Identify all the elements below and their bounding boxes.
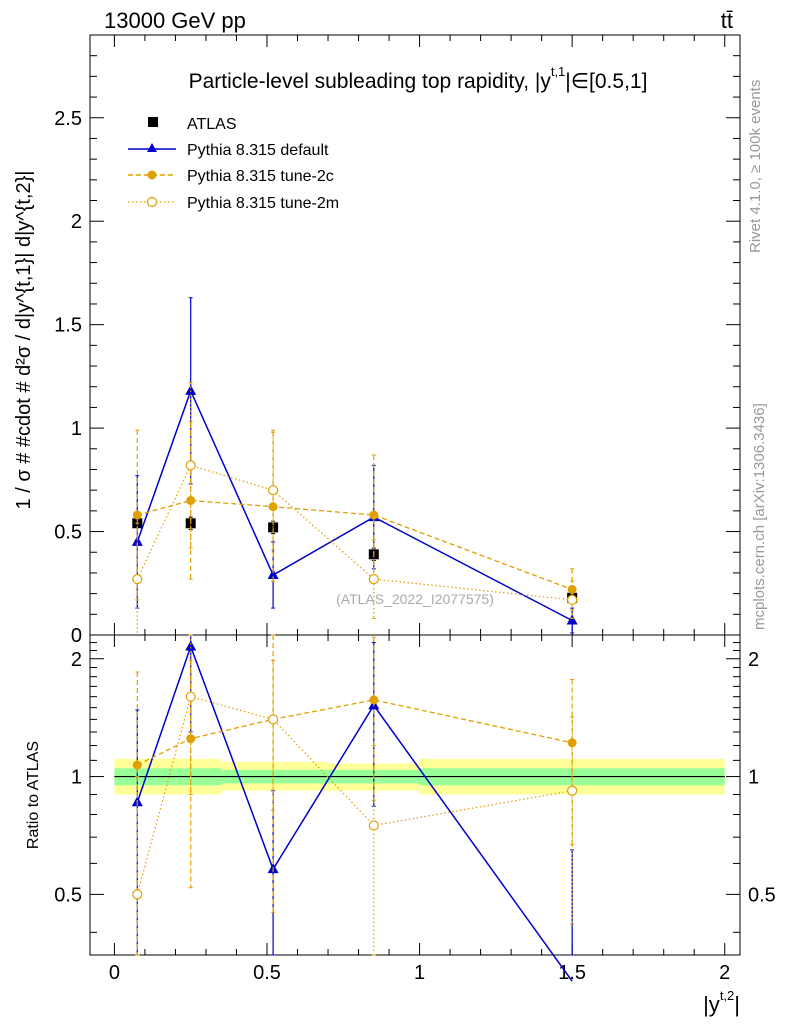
legend-atlas-label: ATLAS [187, 116, 237, 133]
data-point-default [185, 640, 197, 651]
mcplots-label: mcplots.cern.ch [arXiv:1306.3436] [751, 403, 768, 630]
legend-atlas-marker [148, 117, 158, 127]
series-line-pythia-8-315-default [136, 388, 573, 622]
ratio-y-tick-label-right: 0.5 [748, 884, 776, 906]
ratio-series [131, 634, 578, 982]
analysis-watermark: (ATLAS_2022_I2077575) [336, 591, 494, 607]
main-title-tail: |∈[0.5,1] [565, 70, 647, 93]
series-pythia-8-315-tune-2c [132, 634, 577, 956]
series-line-pythia-8-315-tune-2c [137, 499, 573, 591]
ratio-frame [89, 634, 741, 956]
series-pythia-8-315-default [131, 634, 575, 982]
data-point-tune2c [132, 510, 142, 520]
series-pythia-8-315-tune-2m [132, 382, 578, 636]
main-title-main: Particle-level subleading top rapidity, … [189, 70, 552, 93]
ratio-y-tick-label: 0.5 [54, 884, 82, 906]
data-point-tune2c [369, 510, 379, 520]
data-point-tune2c [369, 695, 379, 705]
series-line-pythia-8-315-tune-2m [136, 464, 573, 601]
series-line-pythia-8-315-default [136, 644, 573, 982]
data-point-tune2m [368, 820, 379, 831]
ratio-bands [114, 758, 725, 795]
x-axis-label-sup: t,2 [720, 988, 734, 1003]
main-ticks: 0 0.5 1 1.5 2 2.5 [54, 35, 740, 647]
ratio-x-tick-label: 1 [414, 962, 425, 984]
ratio-y-tick-label-right: 1 [748, 767, 759, 789]
ratio-x-tick-label: 2 [719, 962, 730, 984]
legend: ATLAS Pythia 8.315 default Pythia 8.315 … [128, 116, 339, 212]
main-panel: Particle-level subleading top rapidity, … [13, 34, 741, 647]
data-point-tune2m [132, 574, 143, 585]
main-y-axis-label: 1 / σ # #cdot # d²σ / d|y^{t,1}| d|y^{t,… [13, 171, 35, 510]
process-label: tt̄ [721, 8, 733, 33]
data-point-tune2m [567, 785, 578, 796]
series-pythia-8-315-default [131, 297, 578, 634]
data-point-tune2c [186, 734, 196, 744]
main-y-tick-label: 0 [71, 625, 82, 647]
data-point-tune2m [132, 889, 143, 900]
rivet-label: Rivet 4.1.0, ≥ 100k events [747, 80, 764, 253]
series-pythia-8-315-tune-2c [132, 421, 577, 611]
x-axis-label-tail: | [734, 992, 740, 1017]
ratio-y-axis-label: Ratio to ATLAS [25, 741, 42, 849]
data-point-default [566, 614, 578, 625]
series-line-pythia-8-315-tune-2m [136, 695, 573, 895]
data-point-default [267, 569, 279, 579]
main-y-tick-label: 1.5 [54, 315, 82, 337]
main-title-sup: t,1 [551, 64, 565, 79]
legend-tune2m-label: Pythia 8.315 tune-2m [187, 195, 339, 212]
ratio-y-tick-label: 1 [71, 767, 82, 789]
main-series [131, 297, 578, 636]
main-y-tick-label: 0.5 [54, 522, 82, 544]
ratio-x-tick-label: 0.5 [253, 962, 281, 984]
data-point-tune2m [185, 691, 196, 702]
ratio-x-tick-label: 1.5 [558, 962, 586, 984]
x-axis-label: |yt,2| [703, 988, 740, 1017]
data-point-default [185, 384, 197, 395]
series-pythia-8-315-tune-2m [132, 634, 578, 956]
data-point-tune2m [567, 594, 578, 605]
main-y-tick-label: 1 [71, 418, 82, 440]
data-point-tune2c [186, 496, 196, 506]
main-y-tick-label: 2 [71, 211, 82, 233]
series-line-pythia-8-315-tune-2c [137, 699, 573, 766]
ratio-y-tick-label: 2 [71, 649, 82, 671]
data-point-default [131, 535, 143, 546]
x-axis-label-main: |y [703, 992, 720, 1017]
data-point-tune2m [185, 460, 196, 471]
energy-label: 13000 GeV pp [104, 8, 246, 33]
main-title: Particle-level subleading top rapidity, … [189, 64, 648, 93]
legend-tune2m-marker [146, 196, 158, 208]
ratio-ticks: 0.5 0.5 1 1 2 2 0 0.5 1 1.5 2 [54, 635, 776, 984]
legend-default-label: Pythia 8.315 default [187, 142, 329, 159]
data-point-tune2m [267, 485, 279, 496]
series-atlas [132, 516, 578, 603]
main-y-tick-label: 2.5 [54, 108, 82, 130]
data-point-tune2c [132, 760, 142, 770]
legend-default-marker [147, 143, 157, 152]
ratio-panel: Ratio to ATLAS |yt,2| 0.5 0.5 1 1 2 2 0 0.5 1 1.5… [25, 634, 776, 1017]
legend-tune2c-label: Pythia 8.315 tune-2c [187, 168, 334, 185]
ratio-y-tick-label-right: 2 [748, 649, 759, 671]
ratio-x-tick-label: 0 [109, 962, 120, 984]
data-point-tune2m [368, 574, 379, 585]
legend-tune2c-marker [147, 170, 157, 180]
data-point-tune2m [267, 714, 279, 725]
data-point-tune2c [567, 738, 577, 748]
